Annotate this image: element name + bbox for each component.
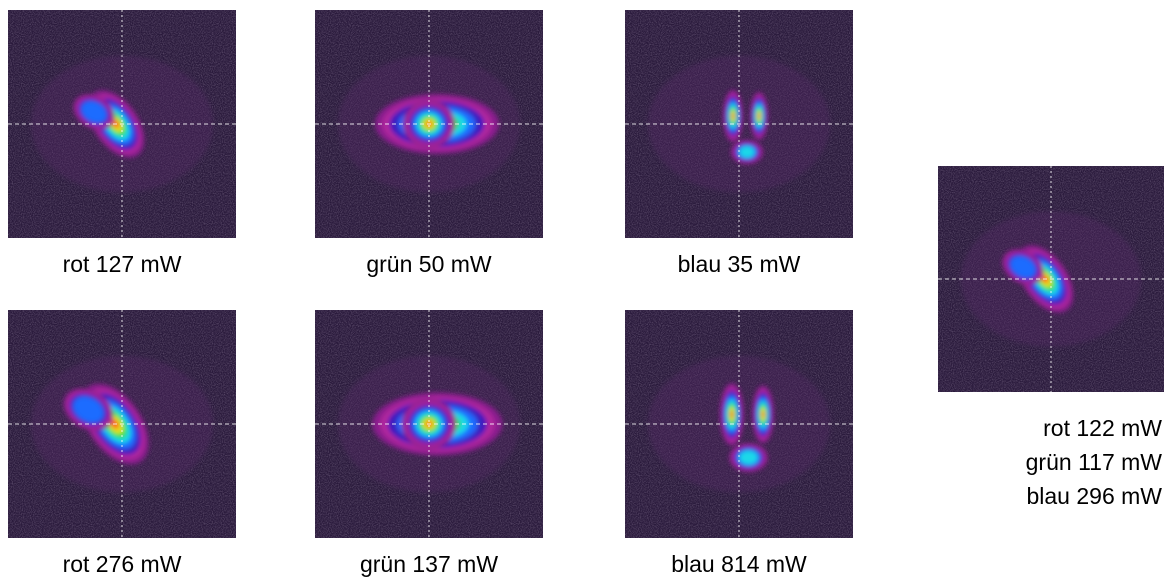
- beam-image: [625, 310, 853, 538]
- intensity-level: [739, 146, 755, 158]
- beam-image: [315, 310, 543, 538]
- beam-image: [315, 10, 543, 238]
- beam-image: [938, 166, 1164, 392]
- beam-spot: [719, 383, 774, 472]
- intensity-level: [1010, 256, 1036, 278]
- intensity-level: [73, 396, 104, 423]
- caption-line: rot 122 mW: [1043, 415, 1162, 441]
- intensity-level: [757, 113, 761, 119]
- intensity-level: [731, 112, 735, 120]
- caption: blau 814 mW: [671, 551, 807, 577]
- intensity-level: [730, 410, 734, 419]
- beam-image: [8, 310, 236, 538]
- caption: blau 35 mW: [678, 251, 801, 277]
- intensity-level: [739, 450, 758, 465]
- beam-image: [8, 10, 236, 238]
- caption: grün 137 mW: [360, 551, 498, 577]
- caption: rot 276 mW: [63, 551, 182, 577]
- intensity-level: [761, 410, 765, 418]
- caption-line: grün 117 mW: [1026, 449, 1163, 475]
- caption: rot 127 mW: [63, 251, 182, 277]
- caption-line: blau 296 mW: [1026, 483, 1162, 509]
- caption: grün 50 mW: [366, 251, 492, 277]
- intensity-level: [81, 101, 107, 123]
- beam-image: [625, 10, 853, 238]
